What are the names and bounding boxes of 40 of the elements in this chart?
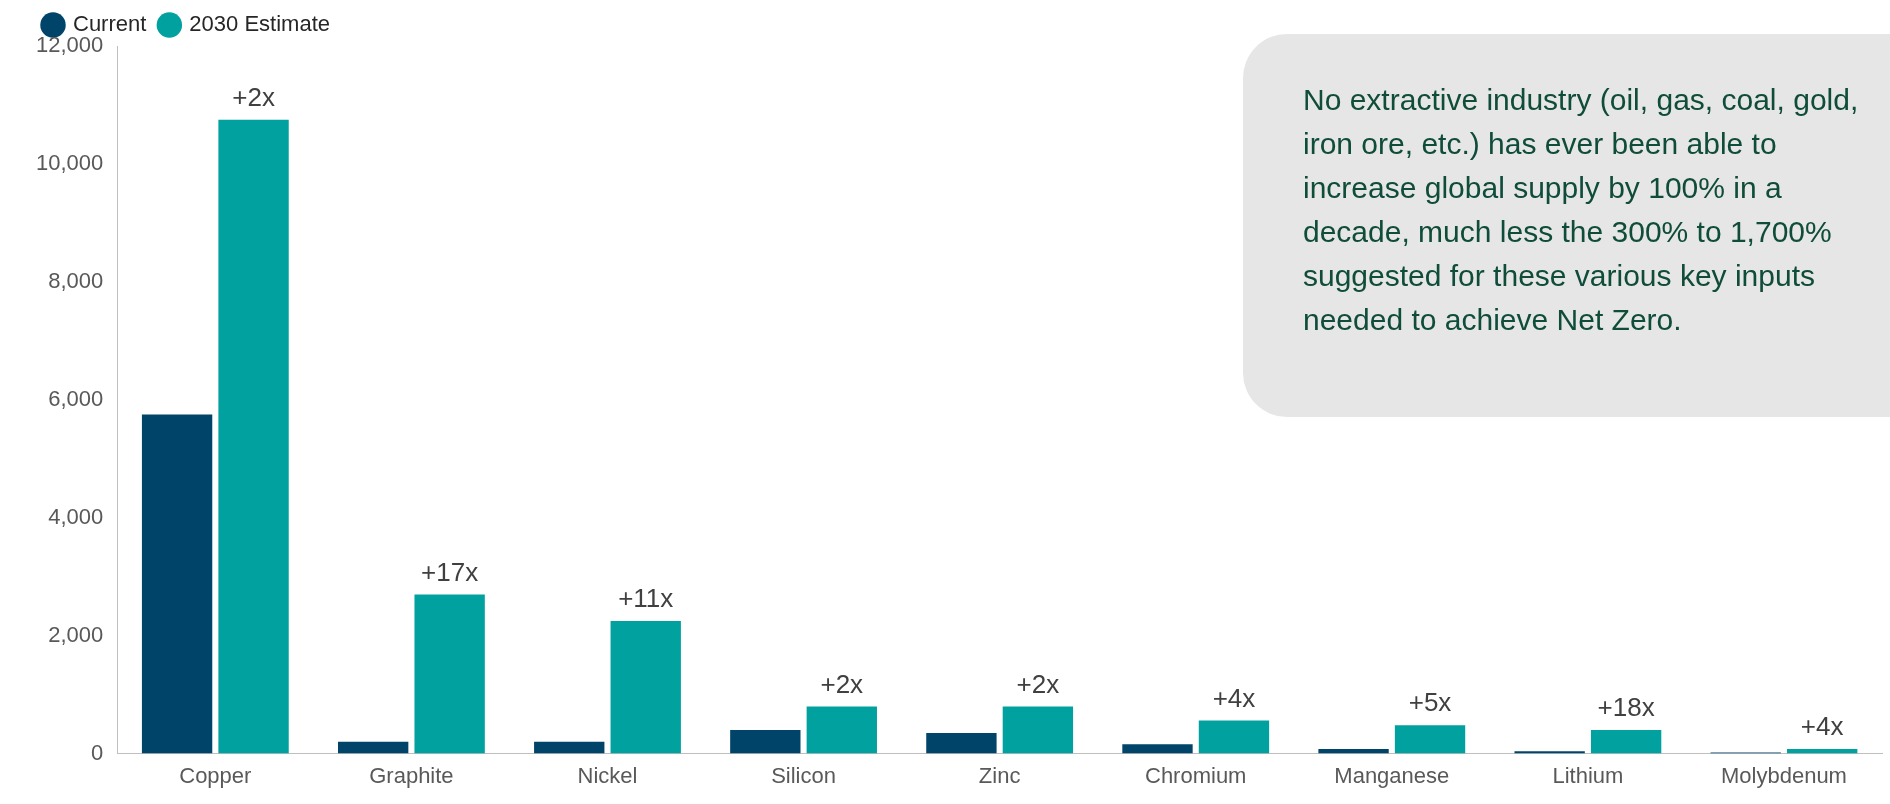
- annotation: +17x: [421, 556, 479, 587]
- y-tick-label: 4,000: [48, 503, 104, 529]
- bar: [1002, 706, 1074, 754]
- annotation: +2x: [232, 81, 275, 112]
- x-tick-label: Graphite: [369, 762, 454, 788]
- bar: [1590, 730, 1662, 754]
- x-tick-label: Chromium: [1144, 762, 1247, 788]
- annotation: +5x: [1408, 687, 1452, 718]
- bar: [926, 732, 997, 754]
- x-tick-label: Zinc: [978, 762, 1021, 788]
- annotation: +11x: [618, 583, 674, 614]
- bar: [1122, 744, 1193, 754]
- bar: [1394, 725, 1466, 754]
- bar: [730, 730, 801, 754]
- bar: [141, 414, 213, 754]
- annotation: +18x: [1597, 692, 1655, 723]
- x-tick-label: Copper: [179, 762, 252, 788]
- annotation: +4x: [1800, 711, 1844, 742]
- bar: [1198, 720, 1270, 754]
- bar: [806, 706, 877, 754]
- bar: [338, 741, 409, 754]
- x-tick-label: Silicon: [771, 762, 836, 788]
- bar: [414, 594, 485, 754]
- y-tick-label: 10,000: [35, 150, 104, 175]
- x-tick-label: Lithium: [1552, 762, 1624, 788]
- annotation: +2x: [1016, 668, 1060, 699]
- y-tick-label: 8,000: [48, 267, 104, 293]
- bar: [534, 741, 605, 754]
- annotation: +4x: [1212, 682, 1256, 713]
- annotation: No extractive industry (oil, gas, coal, gold, iron ore, etc.) has ever been able to increase global supply by 100% in a decade, much less the 300% to 1,700% suggested for these various key inputs needed to achieve Net Zero.: [1303, 82, 1860, 338]
- bar: [610, 620, 681, 754]
- bar: [218, 119, 289, 754]
- x-tick-label: Manganese: [1334, 762, 1450, 788]
- annotation: +2x: [820, 668, 864, 699]
- y-tick-label: 6,000: [48, 385, 104, 411]
- legend-label: 2030 Estimate: [189, 11, 330, 37]
- x-tick-label: Nickel: [577, 762, 638, 788]
- x-tick-label: Molybdenum: [1720, 762, 1847, 788]
- y-tick-label: 2,000: [48, 621, 104, 647]
- y-tick-label: 0: [91, 739, 104, 765]
